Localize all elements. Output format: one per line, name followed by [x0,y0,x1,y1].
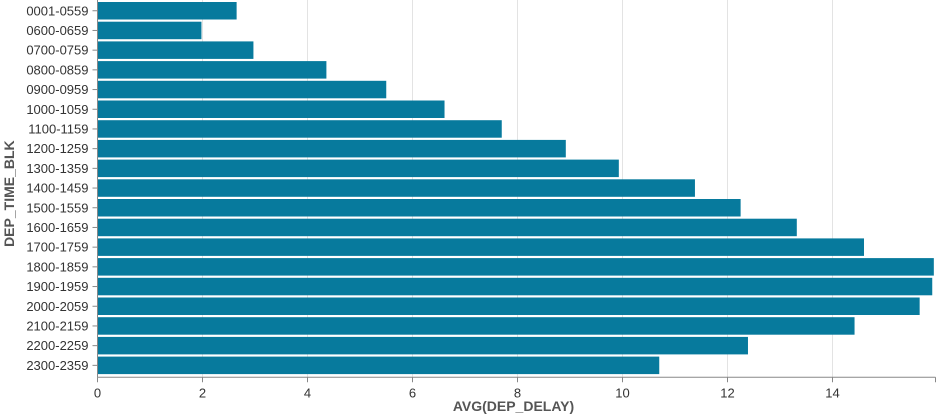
bar-1300-1359[interactable] [97,159,619,178]
y-tick-label: 1200-1259 [26,141,88,156]
bar-0900-0959[interactable] [97,80,387,99]
x-tick-label: 4 [304,385,311,400]
x-tick-label: 2 [199,385,206,400]
y-axis: 0001-0559 0600-0659 0700-0759 0800-0859 0900… [26,0,98,378]
y-tick-label: 2100-2159 [26,318,88,333]
bar-2300-2359[interactable] [97,356,660,375]
bar-2200-2259[interactable] [97,336,748,355]
y-tick-label: 0700-0759 [26,43,88,58]
y-tick-label: 1300-1359 [26,161,88,176]
y-tick-label: 1600-1659 [26,220,88,235]
y-tick-label: 1900-1959 [26,279,88,294]
y-tick-label: 1400-1459 [26,181,88,196]
bar-1200-1259[interactable] [97,139,566,158]
y-tick-label: 1700-1759 [26,240,88,255]
bar-1500-1559[interactable] [97,199,741,217]
y-tick-label: 1100-1159 [28,121,88,136]
x-tick-label: 14 [825,385,839,400]
bar-1000-1059[interactable] [97,100,445,119]
bar-1600-1659[interactable] [97,218,797,237]
y-tick-label: 1800-1859 [26,259,88,274]
x-tick-label: 6 [409,385,416,400]
bar-0700-0759[interactable] [97,41,254,59]
bar-1700-1759[interactable] [97,238,865,256]
y-tick-label: 2000-2059 [26,299,88,314]
bar-1800-1859[interactable] [97,258,934,276]
x-tick-label: 10 [615,385,629,400]
x-axis-title: AVG(DEP_DELAY) [453,398,574,414]
bar-0001-0559[interactable] [97,2,237,20]
x-axis: 0 2 4 6 8 10 12 14 [94,376,936,400]
bar-2100-2159[interactable] [97,317,855,335]
y-tick-label: 1500-1559 [26,200,88,215]
bar-0600-0659[interactable] [97,21,202,40]
bars [97,2,934,375]
x-tick-label: 12 [720,385,734,400]
x-tick-label: 8 [514,385,521,400]
y-tick-label: 2300-2359 [26,358,88,373]
y-tick-label: 0600-0659 [26,23,88,38]
y-tick-label: 2200-2259 [26,338,88,353]
bar-2000-2059[interactable] [97,297,920,316]
y-tick-label: 1000-1059 [26,102,88,117]
bar-1100-1159[interactable] [97,120,502,138]
y-tick-label: 0001-0559 [26,3,88,18]
bar-1400-1459[interactable] [97,179,695,197]
y-axis-title: DEP_TIME_BLK [1,140,17,247]
bar-0800-0859[interactable] [97,61,327,79]
x-tick-label: 0 [94,385,101,400]
y-tick-label: 0900-0959 [26,82,88,97]
bar-1900-1959[interactable] [97,277,933,296]
y-tick-label: 0800-0859 [26,62,88,77]
